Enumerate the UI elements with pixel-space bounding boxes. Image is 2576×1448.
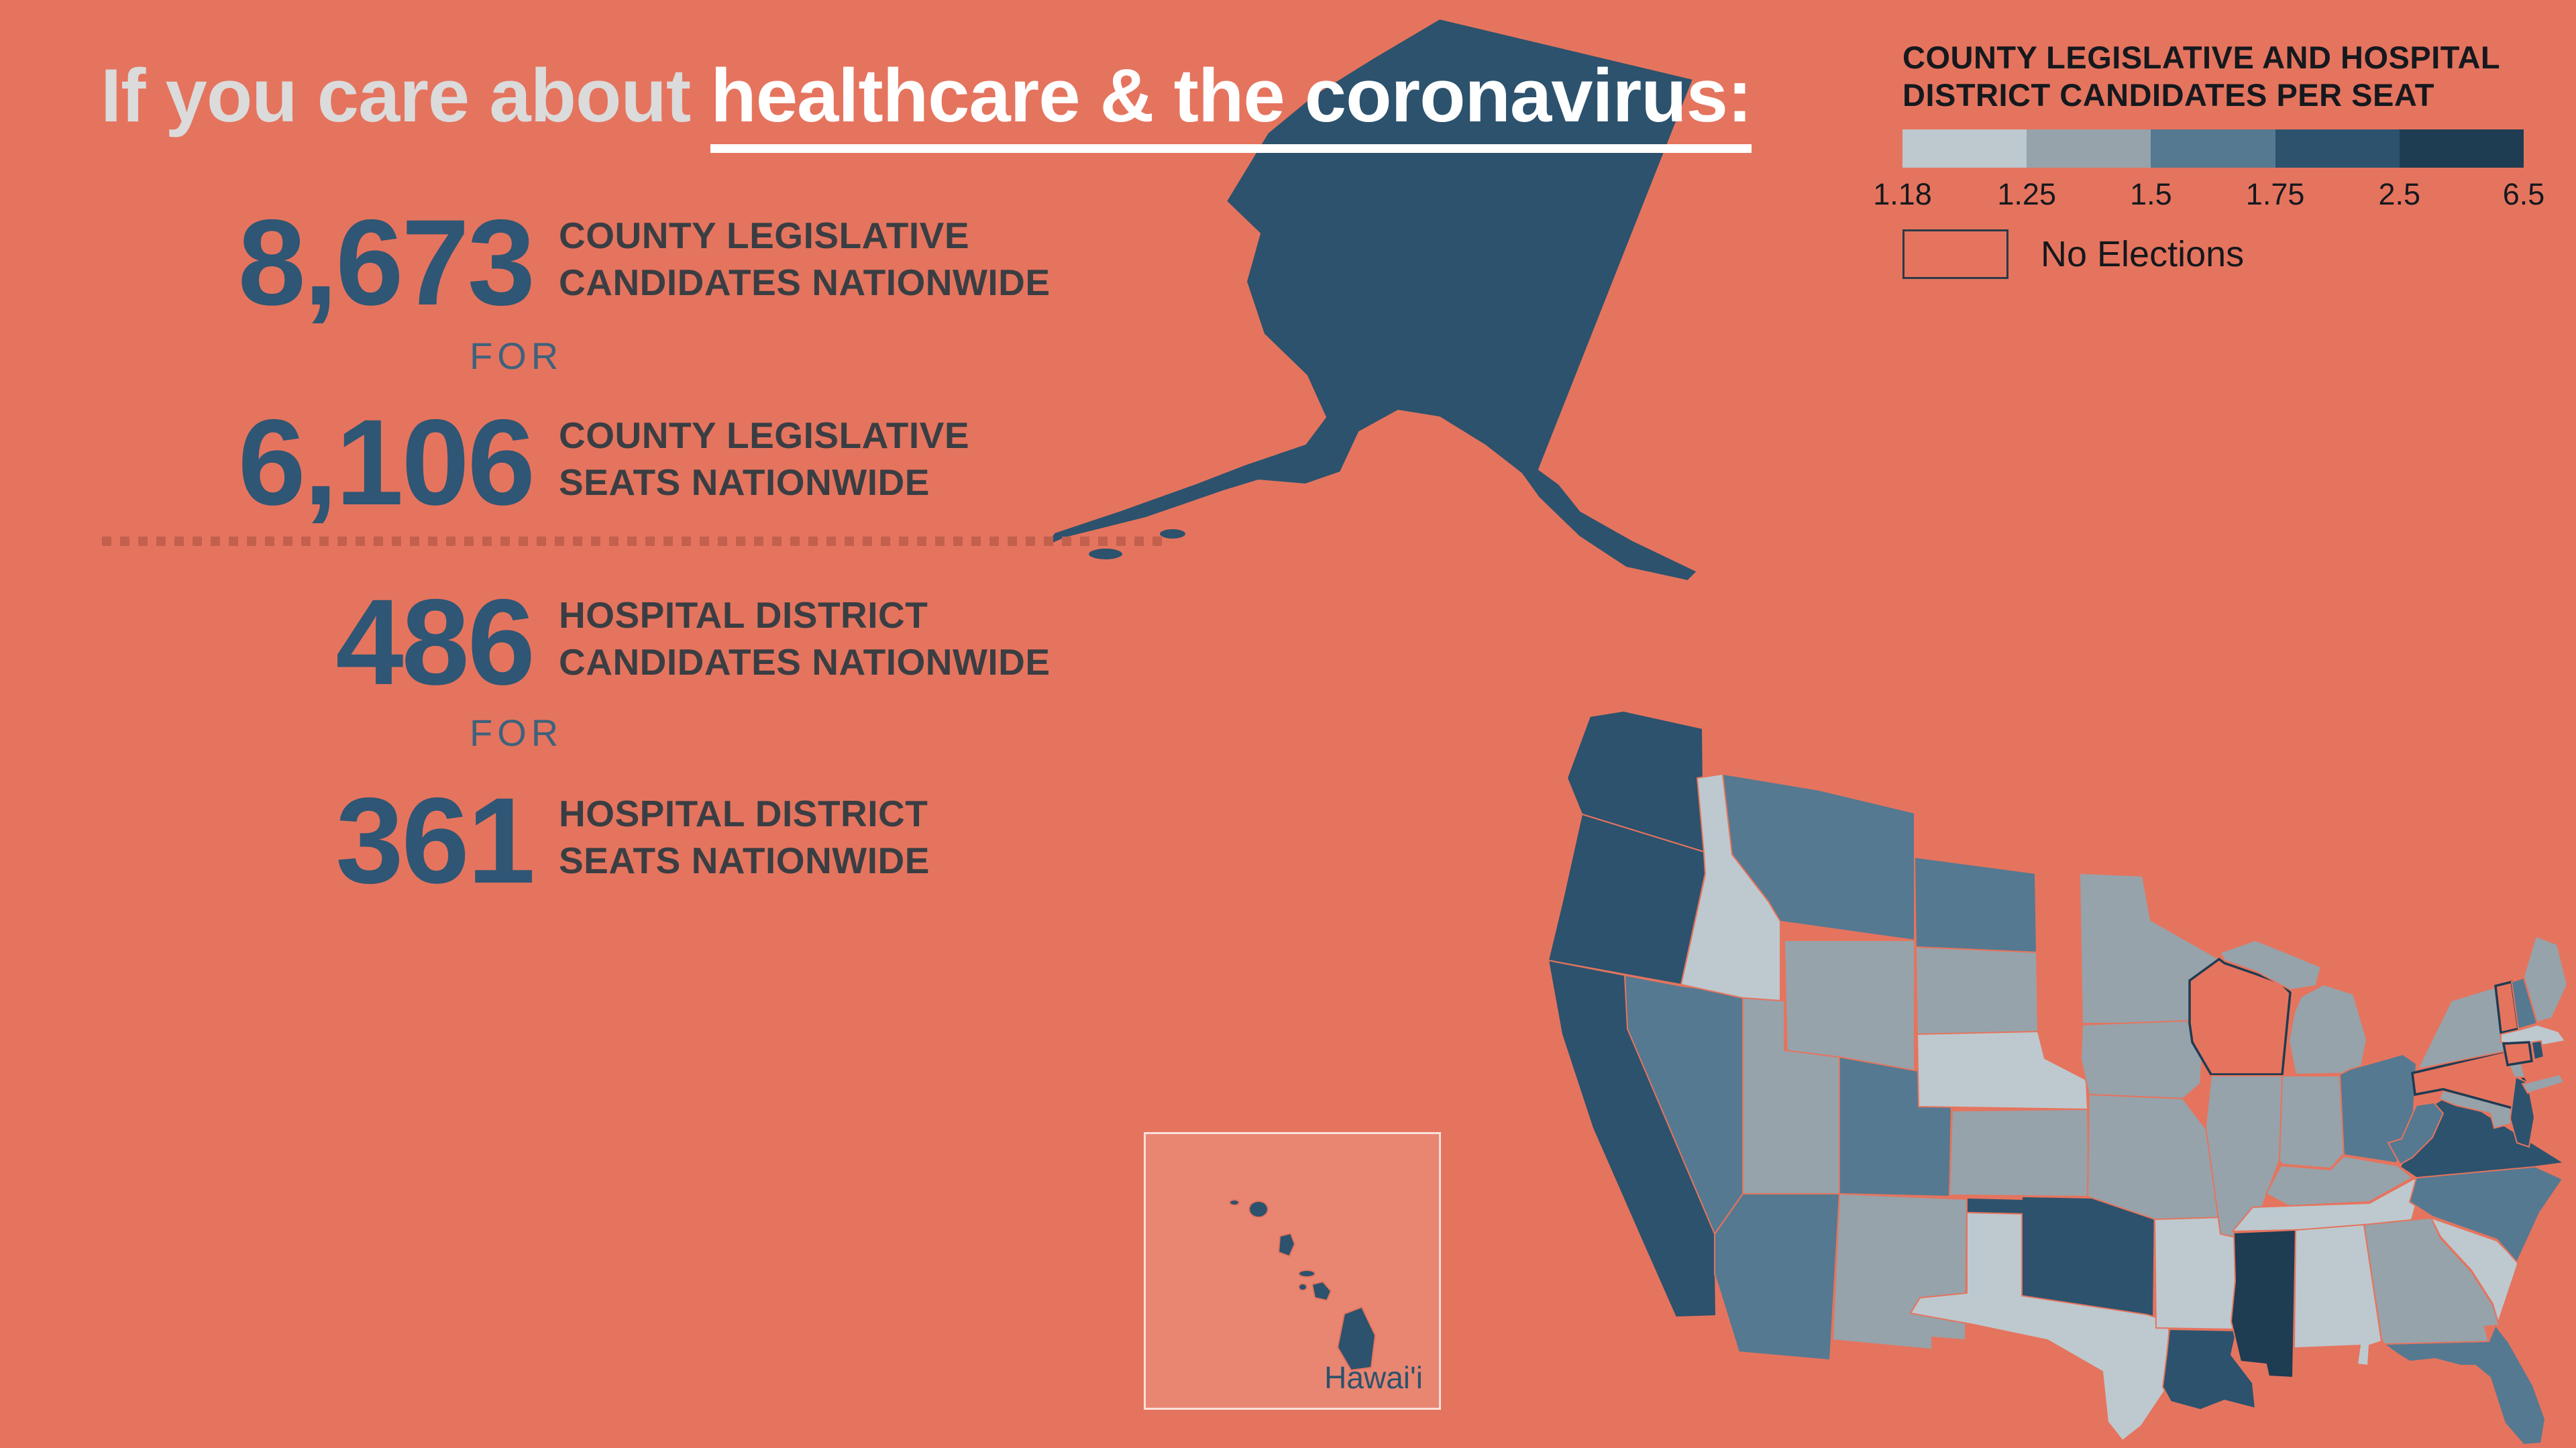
stat-label-line1: COUNTY LEGISLATIVE	[559, 215, 970, 256]
page-title: If you care about healthcare & the coron…	[101, 52, 1752, 153]
state-indiana	[2278, 1075, 2345, 1170]
stat-value: 361	[335, 772, 535, 909]
hawaii-label: Hawai'i	[1324, 1360, 1423, 1395]
stat-label: COUNTY LEGISLATIVE SEATS NATIONWIDE	[559, 401, 969, 506]
state-kansas	[1948, 1108, 2090, 1198]
legend-tick: 2.5	[2378, 176, 2421, 211]
state-michigan	[2288, 983, 2368, 1076]
stat-value: 486	[335, 573, 535, 710]
state-maine	[2522, 935, 2568, 1023]
aleutian-island	[1087, 547, 1124, 561]
state-new-mexico	[1831, 1192, 1968, 1351]
state-arizona	[1714, 1193, 1841, 1361]
state-alaska	[1042, 17, 1699, 582]
connector-for: FOR	[470, 335, 564, 377]
state-north-dakota	[1913, 856, 2038, 954]
state-texas	[1909, 1211, 2171, 1442]
connector-for: FOR	[470, 712, 564, 754]
stat-label-line2: SEATS NATIONWIDE	[559, 840, 930, 882]
legend-bin-1	[1902, 129, 2027, 168]
no-elections-label: No Elections	[2041, 233, 2245, 274]
state-rhode-island	[2530, 1040, 2545, 1061]
no-elections-swatch	[1902, 229, 2008, 279]
stat-county-seats: 6,106 COUNTY LEGISLATIVE SEATS NATIONWID…	[101, 401, 1174, 523]
island-kauai	[1248, 1201, 1269, 1218]
state-florida	[2382, 1324, 2546, 1446]
state-montana	[1721, 773, 1915, 942]
dotted-divider	[102, 537, 1170, 546]
state-new-york-long-island	[2521, 1073, 2565, 1095]
stat-label: HOSPITAL DISTRICT SEATS NATIONWIDE	[559, 779, 930, 885]
stat-label-line2: CANDIDATES NATIONWIDE	[559, 641, 1051, 683]
state-connecticut	[2502, 1041, 2533, 1067]
legend-tick-labels: 1.18 1.25 1.5 1.75 2.5 6.5	[1873, 176, 2544, 211]
legend-bin-4	[2275, 129, 2400, 168]
title-emphasis: healthcare & the coronavirus:	[710, 54, 1752, 153]
state-west-virginia	[2387, 1101, 2445, 1166]
stat-label-line2: SEATS NATIONWIDE	[559, 461, 930, 504]
legend-title: COUNTY LEGISLATIVE AND HOSPITAL DISTRICT…	[1902, 39, 2533, 115]
island-oahu	[1277, 1232, 1296, 1258]
hawaii-inset-box: Hawai'i	[1144, 1132, 1441, 1410]
legend-tick: 1.18	[1873, 176, 1932, 211]
state-wyoming	[1783, 940, 1915, 1072]
stat-value: 6,106	[237, 394, 535, 531]
alaska-state-shape	[1042, 17, 1699, 582]
island-molokai	[1298, 1270, 1316, 1278]
stat-label-line1: HOSPITAL DISTRICT	[559, 594, 928, 636]
island-big-island	[1336, 1306, 1377, 1372]
stat-label-line1: HOSPITAL DISTRICT	[559, 793, 928, 834]
legend-bin-3	[2151, 129, 2275, 168]
legend-color-ramp	[1902, 129, 2524, 168]
state-louisiana	[2161, 1328, 2257, 1411]
stat-county-candidates: 8,673 COUNTY LEGISLATIVE CANDIDATES NATI…	[101, 201, 1174, 323]
legend-title-line1: COUNTY LEGISLATIVE AND HOSPITAL	[1902, 40, 2501, 75]
map-legend: COUNTY LEGISLATIVE AND HOSPITAL DISTRICT…	[1873, 39, 2544, 279]
state-wisconsin	[2188, 957, 2292, 1076]
legend-title-line2: DISTRICT CANDIDATES PER SEAT	[1902, 77, 2435, 113]
legend-tick: 6.5	[2502, 176, 2545, 211]
title-prefix: If you care about	[101, 54, 711, 137]
island-niihau	[1229, 1199, 1240, 1206]
state-michigan-upper	[2219, 939, 2322, 991]
legend-bin-2	[2027, 129, 2151, 168]
stat-label: COUNTY LEGISLATIVE CANDIDATES NATIONWIDE	[559, 201, 1051, 307]
stat-label: HOSPITAL DISTRICT CANDIDATES NATIONWIDE	[559, 581, 1051, 686]
stat-label-line1: COUNTY LEGISLATIVE	[559, 414, 970, 456]
state-nebraska	[1916, 1030, 2089, 1111]
hawaii-islands	[1229, 1199, 1377, 1372]
legend-bin-5	[2399, 129, 2524, 168]
legend-tick: 1.5	[2130, 176, 2172, 211]
island-maui	[1311, 1280, 1332, 1302]
stat-value: 8,673	[237, 194, 535, 331]
legend-no-elections: No Elections	[1902, 229, 2533, 279]
legend-tick: 1.75	[2245, 176, 2305, 211]
island-lanai	[1298, 1283, 1307, 1291]
us-choropleth-map	[1547, 710, 2568, 1446]
state-mississippi	[2230, 1229, 2297, 1379]
state-north-carolina	[2408, 1164, 2564, 1264]
stat-hospital-seats: 361 HOSPITAL DISTRICT SEATS NATIONWIDE	[101, 779, 1174, 901]
stat-label-line2: CANDIDATES NATIONWIDE	[559, 262, 1051, 304]
state-new-hampshire	[2510, 977, 2538, 1030]
state-south-dakota	[1915, 946, 2039, 1036]
legend-tick: 1.25	[1997, 176, 2056, 211]
state-iowa	[2080, 1019, 2204, 1100]
stat-hospital-candidates: 486 HOSPITAL DISTRICT CANDIDATES NATIONW…	[101, 581, 1174, 703]
state-ohio	[2339, 1053, 2418, 1164]
